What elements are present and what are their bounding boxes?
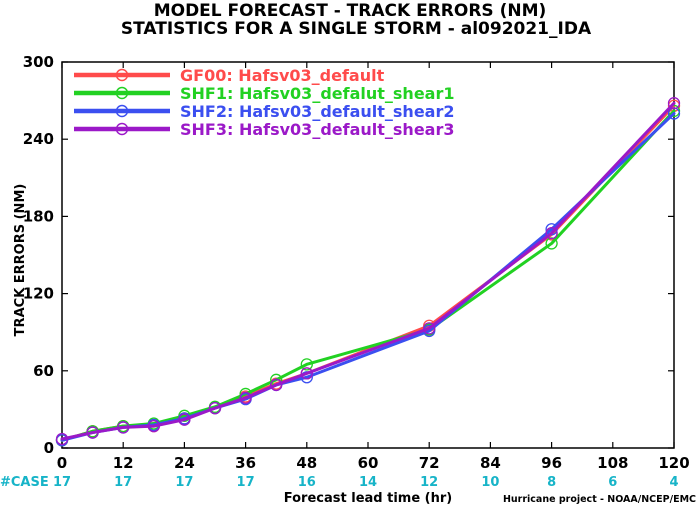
data-point-marker (239, 391, 252, 404)
legend-label: SHF1: Hafsv03_defalut_shear1 (180, 84, 454, 103)
case-count-value: 17 (114, 475, 132, 490)
data-point-marker (300, 371, 313, 384)
chart-subtitle: STATISTICS FOR A SINGLE STORM - al092021… (121, 19, 592, 39)
series-line (60, 104, 676, 442)
legend-label: GF00: Hafsv03_default (180, 66, 385, 85)
data-point-marker (545, 237, 558, 250)
legend-label: SHF2: Hafsv03_default_shear2 (180, 102, 454, 121)
credit-text: Hurricane project - NOAA/NCEP/EMC (503, 494, 696, 505)
axis-ticks: 0 12 24 36 48 60 72 84 96 108 120 0 60 120 180 240 300 (23, 53, 690, 472)
case-count-value: 17 (237, 475, 255, 490)
y-tick-label: 180 (23, 207, 54, 225)
case-count-value: 17 (175, 475, 193, 490)
x-tick-label: 24 (174, 454, 195, 472)
series-line (60, 101, 676, 441)
data-point-marker (55, 432, 69, 446)
data-point-marker (545, 226, 558, 240)
data-point-marker (423, 322, 436, 335)
x-axis-label: Forecast lead time (hr) (284, 491, 452, 506)
case-count-value: 16 (298, 475, 316, 490)
data-point-marker (147, 419, 160, 433)
y-tick-label: 240 (23, 130, 54, 148)
data-point-marker (86, 426, 99, 439)
y-tick-label: 120 (23, 285, 54, 303)
y-tick-label: 300 (23, 53, 54, 71)
data-point-marker (178, 413, 191, 426)
case-count-value: 17 (53, 475, 71, 490)
data-point-marker (117, 421, 130, 434)
case-count-row: 17 17 17 17 16 14 12 10 8 6 4 (53, 475, 679, 490)
data-point-marker (300, 367, 313, 380)
y-tick-label: 60 (33, 362, 54, 380)
legend-swatch-marker (115, 86, 129, 100)
x-tick-label: 84 (480, 454, 501, 472)
case-count-value: 8 (547, 475, 556, 490)
case-count-value: 4 (669, 475, 678, 490)
y-axis-label: TRACK ERRORS (NM) (13, 184, 28, 337)
x-tick-label: 36 (235, 454, 256, 472)
case-count-value: 12 (420, 475, 438, 490)
case-count-value: 14 (359, 475, 377, 490)
y-tick-label: 0 (44, 439, 54, 457)
case-label: #CASE (0, 475, 49, 490)
data-point-marker (270, 378, 283, 392)
x-tick-label: 108 (597, 454, 628, 472)
legend-swatch-marker (115, 104, 129, 118)
x-tick-label: 0 (57, 454, 67, 472)
series-line (60, 111, 676, 442)
case-count-value: 6 (608, 475, 617, 490)
legend-swatch-marker (115, 122, 129, 136)
series-layer (55, 97, 681, 447)
x-tick-label: 12 (113, 454, 134, 472)
series-line (60, 109, 676, 442)
x-tick-label: 72 (419, 454, 440, 472)
x-tick-label: 60 (358, 454, 379, 472)
data-point-marker (300, 358, 313, 371)
case-count-value: 10 (481, 475, 499, 490)
chart-title: MODEL FORECAST - TRACK ERRORS (NM) (154, 1, 547, 21)
x-tick-label: 120 (658, 454, 689, 472)
data-point-marker (667, 107, 681, 120)
x-tick-label: 48 (296, 454, 317, 472)
x-tick-label: 96 (541, 454, 562, 472)
data-point-marker (667, 97, 681, 110)
legend-label: SHF3: Hafsv03_default_shear3 (180, 120, 454, 139)
data-point-marker (208, 401, 222, 415)
legend-swatch-marker (115, 68, 129, 82)
